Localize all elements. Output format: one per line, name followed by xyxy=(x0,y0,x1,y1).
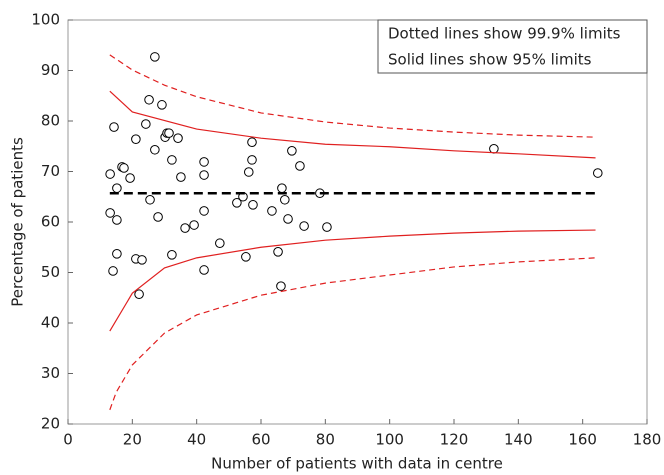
point xyxy=(137,255,147,265)
point xyxy=(199,170,209,180)
point xyxy=(105,208,115,218)
point xyxy=(180,223,190,233)
y-tick-label: 70 xyxy=(41,162,60,180)
line xyxy=(109,229,596,332)
point xyxy=(167,155,177,165)
x-tick-label: 140 xyxy=(504,431,533,449)
point xyxy=(247,155,257,165)
x-tick-label: 160 xyxy=(568,431,597,449)
x-axis-title: Number of patients with data in centre xyxy=(211,455,503,473)
point xyxy=(280,194,290,205)
point xyxy=(215,238,225,249)
point xyxy=(295,161,305,171)
y-tick-label: 80 xyxy=(41,112,60,130)
y-tick-label: 20 xyxy=(41,415,60,433)
note: Solid lines show 95% limits xyxy=(388,51,592,69)
point xyxy=(489,143,499,154)
point xyxy=(283,214,293,224)
point xyxy=(145,194,155,205)
y-axis-title: Percentage of patients xyxy=(9,137,27,307)
point xyxy=(199,157,209,167)
point xyxy=(199,206,209,216)
point xyxy=(241,252,251,262)
point xyxy=(247,137,257,148)
point xyxy=(173,133,183,143)
point xyxy=(108,266,118,276)
x-tick-label: 20 xyxy=(123,431,142,449)
note: Dotted lines show 99.9% limits xyxy=(388,25,621,43)
line xyxy=(109,90,596,159)
point xyxy=(232,198,242,208)
point xyxy=(119,163,129,173)
point xyxy=(144,94,154,105)
x-tick-label: 40 xyxy=(187,431,206,449)
line xyxy=(109,257,596,411)
point xyxy=(112,215,122,225)
point xyxy=(112,249,122,259)
x-tick-label: 80 xyxy=(316,431,335,449)
point xyxy=(164,128,174,138)
point xyxy=(243,167,254,177)
point xyxy=(199,265,209,275)
y-tick-label: 60 xyxy=(41,213,60,231)
point xyxy=(109,122,119,132)
point xyxy=(273,246,283,257)
point xyxy=(299,221,309,231)
point xyxy=(105,169,115,179)
line xyxy=(109,54,596,138)
point xyxy=(276,281,286,291)
point xyxy=(153,212,163,222)
x-tick-label: 120 xyxy=(440,431,469,449)
point xyxy=(267,206,277,216)
x-tick-label: 100 xyxy=(375,431,404,449)
point xyxy=(157,100,167,110)
point xyxy=(150,52,160,62)
y-tick-label: 30 xyxy=(41,364,60,382)
y-tick-label: 50 xyxy=(41,263,60,281)
point xyxy=(322,222,332,232)
point xyxy=(141,119,151,129)
point xyxy=(287,145,297,156)
y-tick-label: 40 xyxy=(41,314,60,332)
x-tick-label: 0 xyxy=(63,431,73,449)
point xyxy=(150,144,160,155)
note-box xyxy=(377,19,648,74)
x-tick-label: 180 xyxy=(633,431,662,449)
point xyxy=(125,173,135,183)
point xyxy=(176,172,186,182)
point xyxy=(277,183,287,193)
point xyxy=(189,220,199,230)
point xyxy=(248,200,258,210)
y-tick-label: 100 xyxy=(31,11,60,29)
point xyxy=(112,183,122,193)
point xyxy=(131,134,141,144)
point xyxy=(167,250,177,260)
x-tick-label: 60 xyxy=(251,431,270,449)
point xyxy=(134,289,144,300)
point xyxy=(592,168,603,178)
y-tick-label: 90 xyxy=(41,61,60,79)
